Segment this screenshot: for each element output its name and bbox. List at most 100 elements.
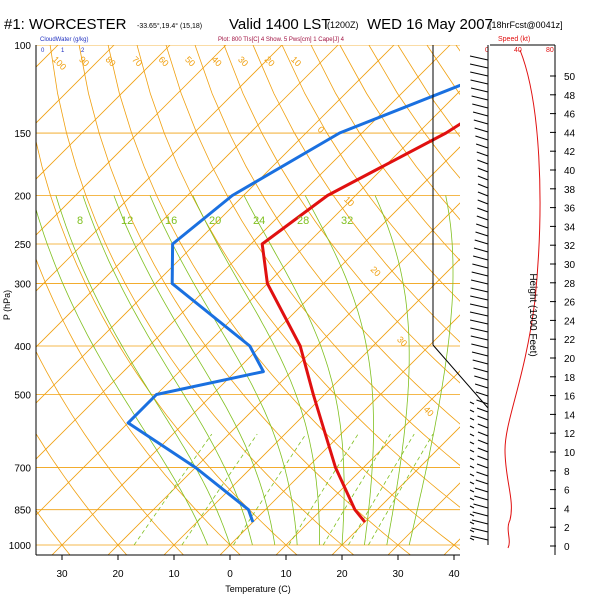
- moist-adiabat: [113, 195, 276, 546]
- isotherm-line: [36, 45, 283, 292]
- moist-adiabat: [55, 195, 231, 546]
- wind-barb-flag: [469, 473, 475, 477]
- wind-barb-flag: [469, 449, 475, 453]
- x-tick-label: 0: [227, 569, 233, 580]
- wind-barb: [470, 535, 489, 541]
- wind-barb-flag: [469, 465, 475, 469]
- isotherm-label: 10: [289, 54, 303, 68]
- isotherm-line: [36, 45, 339, 348]
- isotherm-label: 90: [77, 54, 91, 68]
- wind-barb: [469, 63, 489, 69]
- isotherm-line: [275, 370, 460, 555]
- cloudwater-tick-0: 0: [41, 48, 45, 54]
- wind-barb: [473, 255, 489, 261]
- wind-barb: [477, 447, 489, 453]
- moist-adiabat: [408, 195, 454, 546]
- wind-barb-flag: [469, 457, 475, 461]
- pressure-tick-label: 1000: [9, 541, 32, 552]
- height-tick-label: 6: [564, 486, 570, 497]
- height-tick-label: 36: [564, 204, 576, 215]
- wind-barb: [477, 431, 489, 437]
- wind-barb: [476, 215, 489, 221]
- wind-barb: [475, 391, 489, 397]
- wind-barb-flag: [469, 417, 475, 421]
- wind-barb: [470, 287, 489, 293]
- wind-barb-flag: [469, 505, 475, 509]
- isotherm-line: [36, 45, 227, 236]
- wind-barb: [476, 223, 489, 229]
- wind-barb-flag: [469, 529, 475, 533]
- wind-barb: [469, 303, 489, 309]
- moist-adiabat: [304, 195, 375, 546]
- moist-adiabat-label: 28: [297, 215, 309, 227]
- wind-barb: [477, 191, 489, 197]
- wind-barb: [471, 351, 489, 357]
- height-tick-label: 46: [564, 110, 576, 121]
- dry-adiabat: [339, 45, 460, 221]
- moist-adiabat: [82, 195, 253, 546]
- cloudwater-tick-2: 2: [81, 48, 85, 54]
- isotherm-label: 40: [210, 54, 224, 68]
- thermo-grid: [36, 45, 600, 556]
- moist-adiabat-label: 12: [121, 215, 133, 227]
- x-tick-label: 30: [56, 569, 68, 580]
- wind-barb: [472, 263, 489, 269]
- isotherm-line: [36, 45, 115, 124]
- wind-barb: [477, 175, 489, 181]
- isotherm-label: 20: [263, 54, 277, 68]
- dry-adiabat: [194, 45, 460, 425]
- pressure-tick-label: 850: [14, 506, 31, 517]
- dry-adiabat: [572, 45, 600, 556]
- dry-adiabat: [223, 45, 460, 384]
- wind-barb: [474, 383, 489, 389]
- wind-barb: [477, 183, 489, 189]
- wind-barb: [476, 151, 489, 157]
- height-tick-label: 0: [564, 542, 570, 553]
- height-tick-label: 20: [564, 354, 576, 365]
- wind-barb: [470, 71, 489, 77]
- x-tick-label: 40: [448, 569, 460, 580]
- wind-barb-flag: [469, 433, 475, 437]
- isotherm-label: 100: [51, 54, 69, 72]
- height-tick-label: 22: [564, 335, 576, 346]
- wind-barb: [473, 119, 489, 125]
- wind-barb: [472, 359, 489, 365]
- height-axis-title: Height (1000 Feet): [527, 273, 538, 356]
- wind-speed-profile: [490, 44, 555, 549]
- height-tick-label: 28: [564, 279, 576, 290]
- wind-barb: [477, 423, 489, 429]
- wind-barb: [476, 407, 489, 413]
- valid-date: WED 16 May 2007: [367, 16, 493, 33]
- isotherm-label: 0: [316, 124, 327, 135]
- wind-barb-flag: [469, 521, 475, 525]
- isotherm-line: [163, 258, 460, 555]
- height-tick-label: 50: [564, 72, 576, 83]
- dry-adiabat: [281, 45, 460, 302]
- dry-adiabat: [107, 45, 460, 551]
- wind-barbs: [432, 45, 489, 545]
- speed-title: Speed (kt): [498, 36, 530, 43]
- wind-barb-flag: [469, 497, 475, 501]
- wind-barb: [477, 415, 489, 421]
- wind-barb: [475, 143, 489, 149]
- utc-time: (1200Z): [327, 20, 359, 30]
- wind-barb: [471, 95, 489, 101]
- dry-adiabat: [36, 139, 298, 555]
- wind-barb: [470, 79, 489, 85]
- wind-barb: [472, 511, 489, 517]
- wind-barb: [477, 199, 489, 205]
- speed-tick-40: 40: [514, 47, 522, 54]
- dry-adiabat: [36, 509, 71, 555]
- wind-barb: [469, 55, 489, 61]
- pressure-tick-label: 700: [14, 464, 31, 475]
- height-tick-label: 44: [564, 128, 576, 139]
- isotherm-label: 50: [183, 54, 197, 68]
- height-tick-label: 12: [564, 429, 576, 440]
- wind-barb: [474, 375, 489, 381]
- isotherm-label: 40: [422, 404, 436, 418]
- wind-barb: [474, 487, 489, 493]
- cloudwater-tick-1: 1: [61, 48, 65, 54]
- height-tick-label: 24: [564, 316, 576, 327]
- wind-barb-flag: [469, 441, 475, 445]
- wind-barb: [470, 87, 489, 93]
